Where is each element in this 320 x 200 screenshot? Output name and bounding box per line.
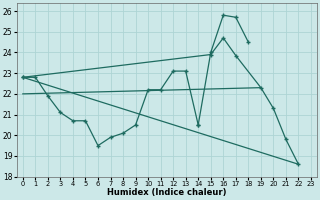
- X-axis label: Humidex (Indice chaleur): Humidex (Indice chaleur): [107, 188, 227, 197]
